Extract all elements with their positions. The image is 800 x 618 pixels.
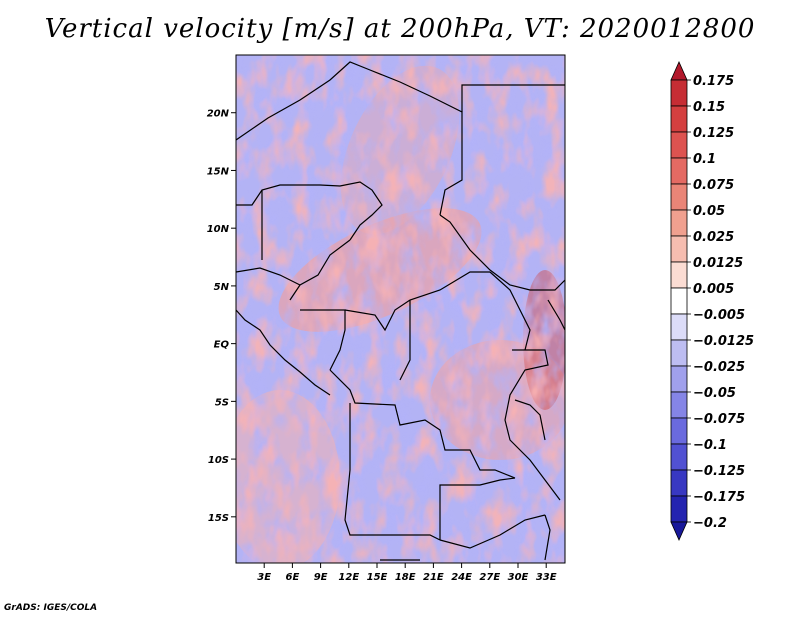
colorbar-segment [670,495,688,523]
colorbar-segment [670,469,688,497]
lon-tick-label: 27E [479,572,500,583]
colorbar-label: −0.025 [693,360,745,375]
colorbar-label: −0.005 [693,308,745,323]
lat-tick-label: 5S [215,397,229,408]
colorbar-label: −0.075 [693,412,745,427]
lon-tick-label: 15E [367,572,388,583]
colorbar-segment [670,417,688,445]
lon-tick-label: 24E [451,572,472,583]
colorbar-label: 0.05 [693,204,725,219]
lon-tick-label: 6E [286,572,300,583]
lat-tick-label: 20N [207,109,230,120]
colorbar-segment [670,365,688,393]
colorbar: 0.175 0.15 0.125 0.1 0.075 0.05 0.025 0.0125 0.0… [670,61,754,541]
colorbar-label: 0.075 [693,178,734,193]
map-frame [235,54,566,564]
colorbar-label: 0.175 [693,74,734,89]
country-borders [236,61,565,561]
lat-tick-label: 10S [208,455,229,466]
colorbar-segment [670,131,688,159]
colorbar-label: −0.2 [693,516,727,531]
colorbar-segment [670,183,688,211]
colorbar-segment [670,287,688,315]
colorbar-label: −0.175 [693,490,745,505]
latitude-axis: 20N 15N 10N 5N EQ 5S 10S 15S [207,109,236,524]
colorbar-label: −0.1 [693,438,727,453]
lat-tick-label: 10N [207,224,230,235]
colorbar-segment [670,313,688,341]
lon-tick-label: 21E [423,572,444,583]
colorbar-label: 0.1 [693,152,716,167]
colorbar-bottom-arrow [670,521,688,541]
colorbar-top-arrow [670,61,688,81]
colorbar-label: −0.125 [693,464,745,479]
colorbar-label: −0.0125 [693,334,754,349]
colorbar-segment [670,209,688,237]
lat-tick-label: 15N [207,166,230,177]
colorbar-label: 0.0125 [693,256,743,271]
colorbar-segment [670,443,688,471]
colorbar-segment [670,261,688,289]
lat-tick-label: 5N [214,282,230,293]
lon-tick-label: 30E [508,572,529,583]
colorbar-segment [670,79,688,107]
grads-credit: GrADS: IGES/COLA [4,603,98,613]
colorbar-label: 0.005 [693,282,734,297]
lat-tick-label: 15S [208,513,229,524]
lon-tick-label: 18E [395,572,416,583]
colorbar-label: −0.05 [693,386,736,401]
colorbar-segment [670,157,688,185]
colorbar-segment [670,339,688,367]
lon-tick-label: 33E [536,572,557,583]
colorbar-segment [670,105,688,133]
lon-tick-label: 3E [257,572,271,583]
lat-tick-label: EQ [214,340,230,351]
lon-tick-label: 12E [338,572,359,583]
longitude-axis: 3E 6E 9E 12E 15E 18E 21E 24E 27E 30E 33E [257,563,557,583]
chart-title: Vertical velocity [m/s] at 200hPa, VT: 2… [44,14,756,44]
colorbar-segment [670,391,688,419]
colorbar-label: 0.025 [693,230,734,245]
colorbar-segment [670,235,688,263]
colorbar-label: 0.125 [693,126,734,141]
colorbar-label: 0.15 [693,100,725,115]
lon-tick-label: 9E [314,572,328,583]
velocity-field [236,55,565,563]
